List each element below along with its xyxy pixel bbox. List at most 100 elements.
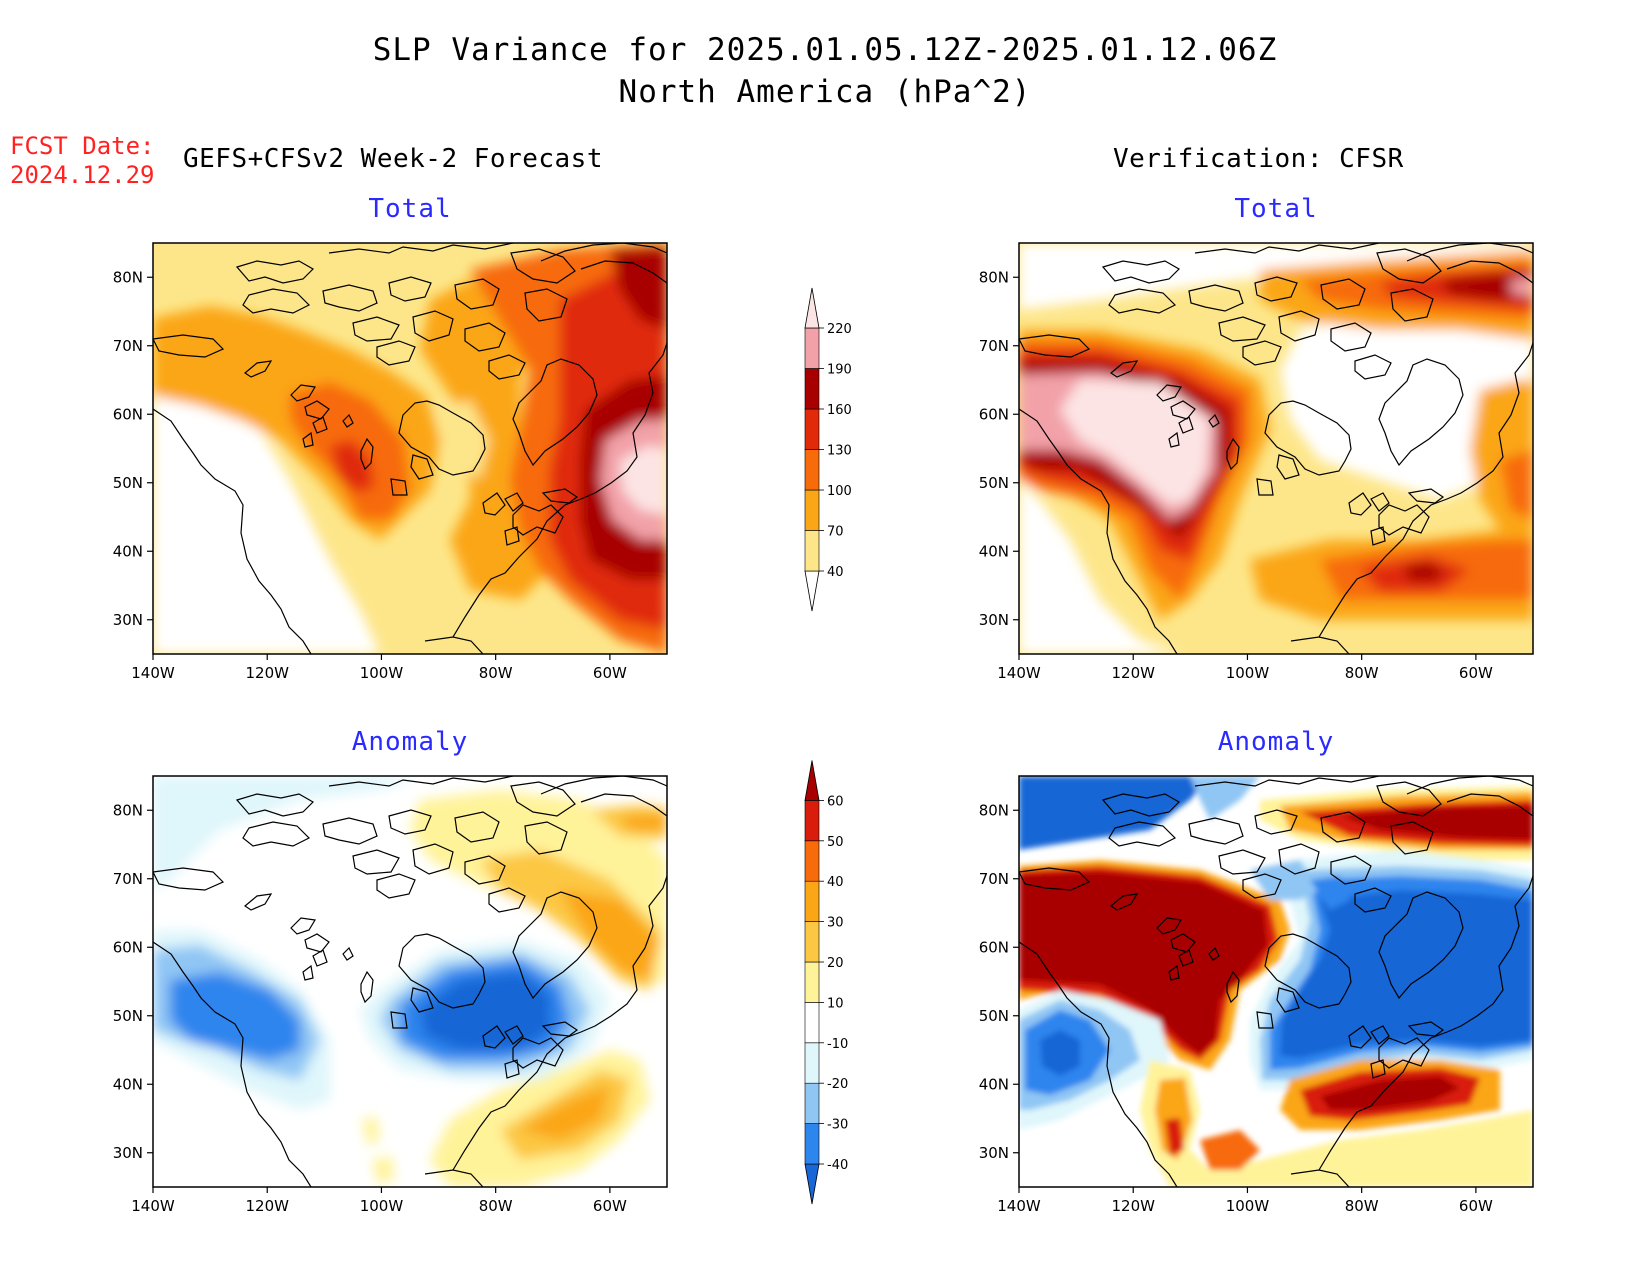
lat-tick-label: 50N (979, 1007, 1009, 1025)
lat-tick-label: 70N (113, 337, 143, 355)
lon-tick-label: 80W (1345, 1197, 1379, 1215)
verification-anomaly-frame (1018, 775, 1534, 1188)
lat-tick-label: 30N (979, 1144, 1009, 1162)
total-cb-label: 220 (827, 322, 852, 337)
total-cb-max-arrow (804, 287, 820, 329)
lon-tick-label: 140W (131, 664, 175, 682)
colorbars: 40 70 100 130 160 190 220 -40 -30 -20 -10 10 20 30 40 5… (804, 287, 852, 1205)
panel-title-forecast-total: Total (368, 194, 452, 224)
total-cb-label: 70 (827, 525, 844, 540)
lat-tick-label: 60N (113, 938, 143, 956)
panel-title-verification-anomaly: Anomaly (1217, 727, 1335, 757)
lat-tick-label: 40N (113, 1075, 143, 1093)
total-cb-box (804, 327, 820, 369)
anomaly-cb-label: 50 (827, 835, 844, 850)
lat-tick-label: 80N (979, 801, 1009, 819)
lat-tick-label: 40N (113, 542, 143, 560)
lat-tick-label: 40N (979, 1075, 1009, 1093)
anomaly-cb-label: 20 (827, 956, 844, 971)
axis-ticks: 140W 120W 100W 80W 60W 80N 70N 60N 50N 40N 30N 140W… (113, 268, 1493, 1215)
total-cb-label: 190 (827, 363, 852, 378)
total-cb-label: 100 (827, 484, 852, 499)
lon-tick-label: 120W (1111, 664, 1155, 682)
forecast-total-frame (152, 242, 668, 655)
lat-tick-label: 50N (113, 474, 143, 492)
panel-title-verification-total: Total (1234, 194, 1318, 224)
fcst-date-value: 2024.12.29 (10, 161, 155, 189)
total-cb-box (804, 489, 820, 531)
lon-tick-label: 80W (479, 664, 513, 682)
lon-tick-label: 120W (1111, 1197, 1155, 1215)
anomaly-cb-box (804, 1042, 820, 1084)
lon-tick-label: 100W (1226, 1197, 1270, 1215)
panel-title-forecast-anomaly: Anomaly (351, 727, 469, 757)
lat-tick-label: 80N (113, 268, 143, 286)
figure-title: SLP Variance for 2025.01.05.12Z-2025.01.… (372, 32, 1278, 68)
anomaly-cb-box (804, 840, 820, 882)
verification-header: Verification: CFSR (1113, 144, 1404, 174)
lon-tick-label: 140W (997, 664, 1041, 682)
forecast-anomaly-map (153, 776, 667, 1187)
anomaly-cb-box (804, 1082, 820, 1124)
anomaly-cb-box (804, 800, 820, 842)
anomaly-cb-label: 10 (827, 996, 844, 1011)
lon-tick-label: 120W (245, 1197, 289, 1215)
verification-total-frame (1018, 242, 1534, 655)
anomaly-cb-box (804, 921, 820, 963)
anomaly-cb-label: 40 (827, 875, 844, 890)
total-cb-label: 130 (827, 444, 852, 459)
lon-tick-label: 100W (360, 1197, 404, 1215)
lon-tick-label: 120W (245, 664, 289, 682)
lat-tick-label: 70N (979, 337, 1009, 355)
anomaly-cb-min-arrow (804, 1163, 820, 1205)
lon-tick-label: 140W (131, 1197, 175, 1215)
total-cb-label: 160 (827, 403, 852, 418)
anomaly-cb-label: -40 (827, 1158, 848, 1173)
lat-tick-label: 30N (979, 611, 1009, 629)
anomaly-cb-label: 60 (827, 794, 844, 809)
lat-tick-label: 60N (979, 938, 1009, 956)
lon-tick-label: 80W (1345, 664, 1379, 682)
anomaly-cb-box (804, 1002, 820, 1044)
anomaly-cb-label: -20 (827, 1077, 848, 1092)
anomaly-cb-box (804, 880, 820, 922)
lat-tick-label: 30N (113, 1144, 143, 1162)
anomaly-cb-max-arrow (804, 760, 820, 801)
lat-tick-label: 30N (113, 611, 143, 629)
forecast-total-map (153, 243, 667, 654)
lon-tick-label: 80W (479, 1197, 513, 1215)
figure-subtitle: North America (hPa^2) (618, 74, 1032, 110)
anomaly-cb-box (804, 1123, 820, 1165)
lat-tick-label: 60N (979, 405, 1009, 423)
anomaly-cb-label: 30 (827, 916, 844, 931)
lon-tick-label: 60W (1459, 1197, 1493, 1215)
total-cb-label: 40 (827, 565, 844, 580)
lon-tick-label: 100W (1226, 664, 1270, 682)
lat-tick-label: 40N (979, 542, 1009, 560)
total-cb-min-arrow (804, 570, 820, 612)
anomaly-cb-box (804, 961, 820, 1003)
verification-total-map (1019, 243, 1533, 654)
lat-tick-label: 60N (113, 405, 143, 423)
lat-tick-label: 80N (113, 801, 143, 819)
forecast-header: GEFS+CFSv2 Week-2 Forecast (183, 144, 603, 174)
lat-tick-label: 80N (979, 268, 1009, 286)
total-cb-box (804, 530, 820, 572)
lat-tick-label: 50N (113, 1007, 143, 1025)
lon-tick-label: 140W (997, 1197, 1041, 1215)
lon-tick-label: 60W (593, 1197, 627, 1215)
lat-tick-label: 70N (979, 870, 1009, 888)
lat-tick-label: 50N (979, 474, 1009, 492)
verification-anomaly-map (1019, 776, 1533, 1187)
forecast-anomaly-frame (152, 775, 668, 1188)
anomaly-cb-label: -10 (827, 1037, 848, 1052)
lon-tick-label: 100W (360, 664, 404, 682)
lon-tick-label: 60W (593, 664, 627, 682)
lat-tick-label: 70N (113, 870, 143, 888)
lon-tick-label: 60W (1459, 664, 1493, 682)
total-cb-box (804, 368, 820, 410)
total-cb-box (804, 408, 820, 450)
total-cb-box (804, 449, 820, 491)
fcst-date-label: FCST Date: (10, 132, 155, 160)
